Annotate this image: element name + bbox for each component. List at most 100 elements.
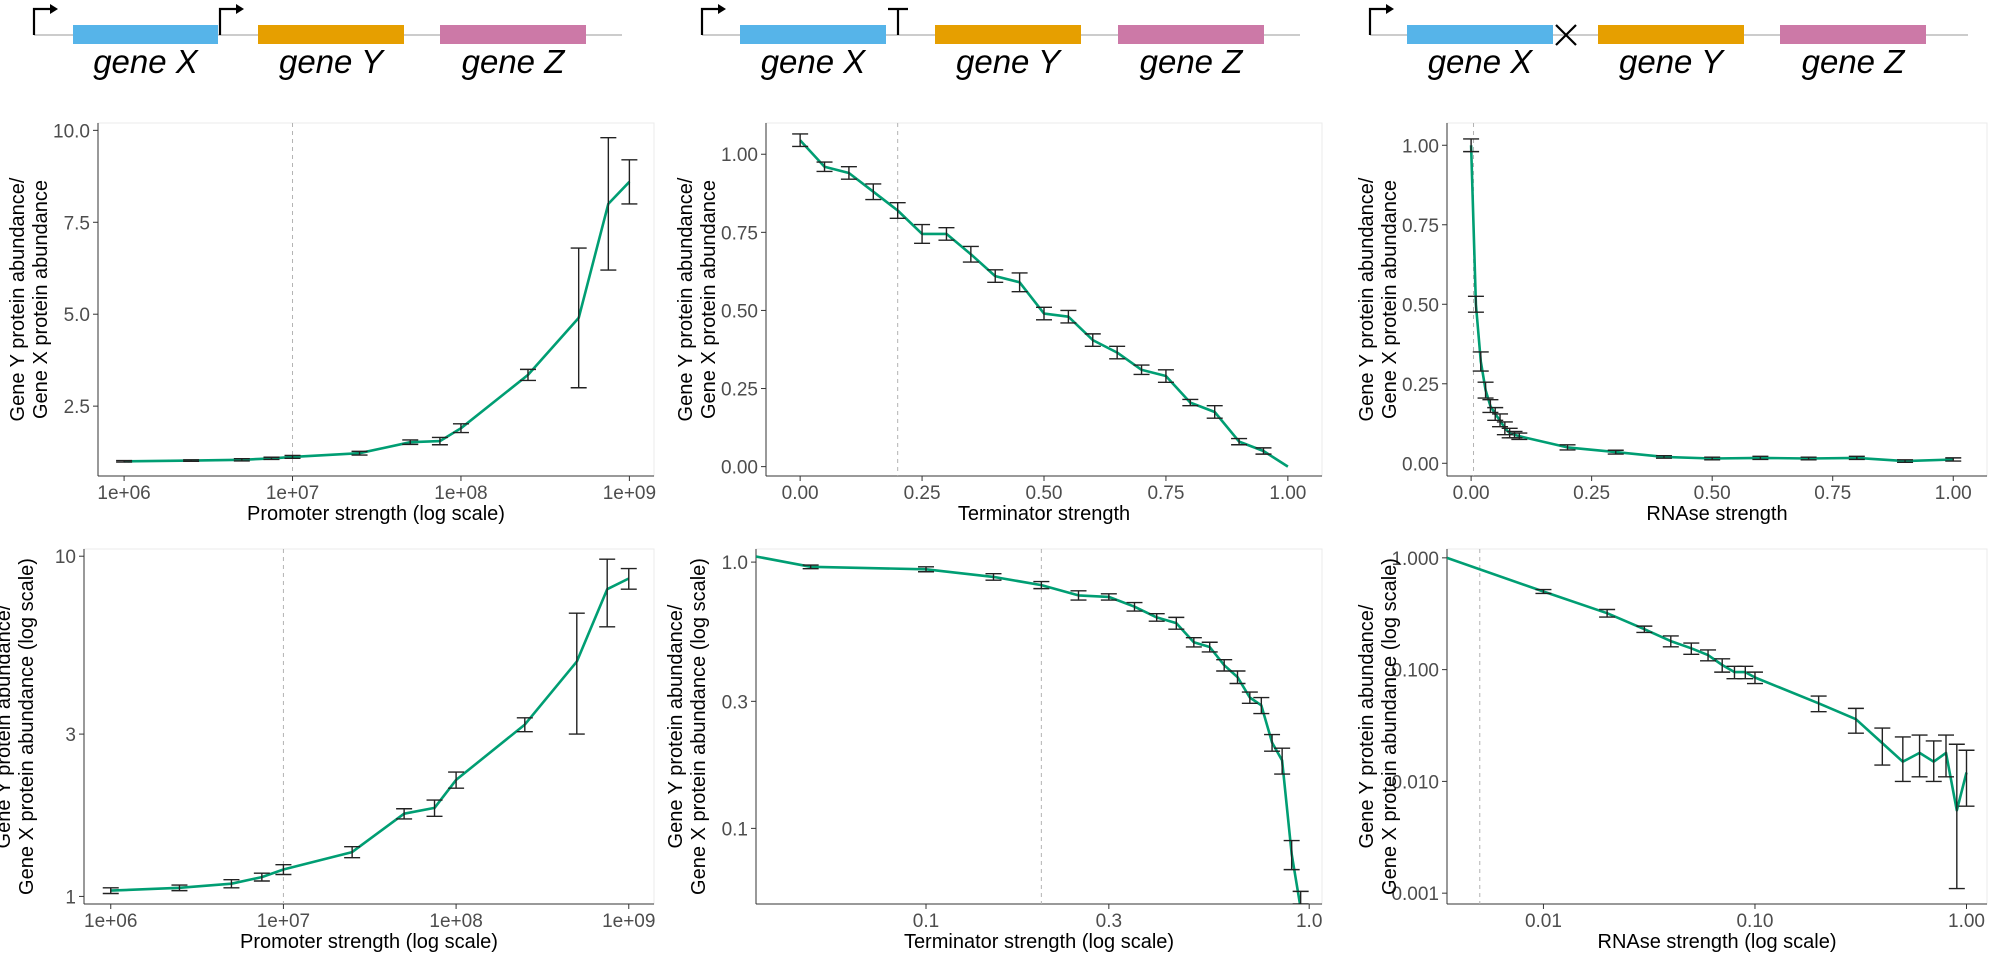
error-bar [1253, 696, 1270, 715]
series-line [756, 555, 1302, 904]
error-bar [1201, 641, 1218, 653]
error-bar [792, 133, 809, 148]
y-axis-title-line: Gene Y protein abundance/ [0, 604, 15, 848]
error-bar [1182, 398, 1199, 407]
error-bar [1958, 749, 1975, 807]
error-bar [889, 201, 906, 219]
plot-content [1463, 138, 1962, 464]
y-axis-title: Gene Y protein abundance/Gene X protein … [0, 558, 38, 895]
error-bar [1848, 455, 1865, 461]
series-line [1469, 145, 1954, 463]
error-bar [1477, 381, 1494, 399]
x-tick-label: 0.00 [782, 483, 819, 504]
error-bar [116, 459, 133, 463]
error-bar [1700, 649, 1717, 662]
error-bar [1945, 457, 1962, 462]
error-bar [938, 226, 955, 241]
error-bar [1847, 707, 1864, 734]
plot-content [792, 133, 1289, 468]
chart-terminator-linear: 0.00 0.25 0.50 0.75 1.00 0.00 0.25 0.50 0.75 1.00… [675, 122, 1323, 525]
promoter-arrow-icon [32, 4, 58, 35]
gene-box [1598, 25, 1744, 44]
y-axis-title-line: Gene X protein abundance (log scale) [16, 558, 38, 895]
error-bar [183, 459, 200, 462]
error-bar [568, 612, 585, 735]
error-bar [1036, 306, 1052, 321]
error-bar [1894, 736, 1911, 783]
error-bar [1206, 405, 1223, 419]
error-bar [1467, 295, 1484, 313]
error-bar [1060, 309, 1077, 324]
error-bar [802, 564, 819, 570]
error-bar [1655, 454, 1672, 459]
error-bar [1810, 695, 1827, 713]
gene-label: gene Z [1802, 43, 1907, 80]
error-bar [987, 269, 1004, 284]
error-bar [171, 884, 188, 892]
x-tick-label: 1.00 [1948, 911, 1985, 932]
x-tick-label: 0.10 [1736, 911, 1773, 932]
y-tick-label: 7.5 [64, 213, 90, 234]
error-bar [840, 166, 857, 180]
y-tick-label: 1 [65, 887, 76, 908]
x-tick-label: 0.00 [1453, 483, 1490, 504]
error-bar [1683, 642, 1700, 656]
gene-label: gene Y [279, 43, 385, 80]
plot-area [97, 122, 655, 477]
error-bar [1559, 444, 1576, 451]
x-axis-title: Terminator strength (log scale) [904, 931, 1174, 953]
y-tick-label: 1.00 [721, 145, 758, 166]
schematic-promoter: gene X gene Y gene Z [32, 4, 622, 80]
y-tick-label: 3 [65, 725, 76, 746]
gene-label: gene X [1428, 43, 1535, 80]
chart-terminator-log: 0.1 0.3 1.0 0.1 0.3 1.0 Terminator strength (l… [665, 548, 1323, 953]
error-bar [1599, 608, 1616, 618]
x-tick-label: 0.25 [904, 483, 941, 504]
y-tick-label: 0.50 [721, 301, 758, 322]
y-axis-title-line: Gene Y protein abundance/ [1356, 604, 1378, 848]
x-axis-title: Terminator strength [958, 503, 1130, 525]
error-bar [1737, 665, 1754, 680]
error-bar [426, 799, 443, 817]
y-tick-label: 2.5 [64, 397, 90, 418]
y-tick-label: 0.00 [1402, 454, 1439, 475]
terminator-icon [888, 7, 908, 35]
y-axis-title: Gene Y protein abundance/Gene X protein … [675, 177, 720, 421]
y-tick-label: 0.75 [1402, 216, 1439, 237]
gene-box [935, 25, 1081, 44]
error-bar [1148, 613, 1165, 622]
error-bar [1714, 658, 1731, 673]
x-tick-label: 1.00 [1269, 483, 1306, 504]
gene-label: gene Y [956, 43, 1062, 80]
y-tick-label: 0.001 [1391, 884, 1439, 905]
gene-box [73, 25, 218, 44]
y-axis-title: Gene Y protein abundance/Gene X protein … [1356, 177, 1401, 421]
gene-label: gene X [761, 43, 868, 80]
error-bar [516, 717, 533, 733]
gene-box [1407, 25, 1553, 44]
y-axis-title-line: Gene Y protein abundance/ [1356, 177, 1378, 421]
y-axis-title-line: Gene X protein abundance [1379, 180, 1401, 419]
error-bar [1255, 447, 1272, 455]
chart-promoter-linear: 1e+06 1e+07 1e+08 1e+09 2.5 5.0 7.5 10.0 Promote… [7, 121, 656, 525]
error-bar [570, 247, 587, 389]
error-bar [918, 566, 935, 573]
x-tick-label: 0.3 [1096, 911, 1122, 932]
series-line [124, 180, 631, 463]
plot-area [755, 548, 1323, 905]
x-tick-label: 1e+08 [429, 911, 482, 932]
plot-area [1446, 548, 1988, 905]
y-tick-label: 1.00 [1402, 136, 1439, 157]
error-bar [1133, 364, 1150, 376]
y-tick-label: 0.100 [1391, 661, 1439, 682]
y-axis-title-line: Gene Y protein abundance/ [675, 177, 697, 421]
y-axis-title: Gene Y protein abundance/Gene X protein … [7, 177, 52, 421]
plot-content [102, 558, 637, 895]
error-bar [816, 161, 833, 173]
error-bar [1463, 138, 1480, 153]
y-tick-label: 0.3 [722, 692, 748, 713]
promoter-arrow-icon [1368, 4, 1394, 35]
error-bar [1283, 839, 1300, 871]
gene-box [740, 25, 886, 44]
